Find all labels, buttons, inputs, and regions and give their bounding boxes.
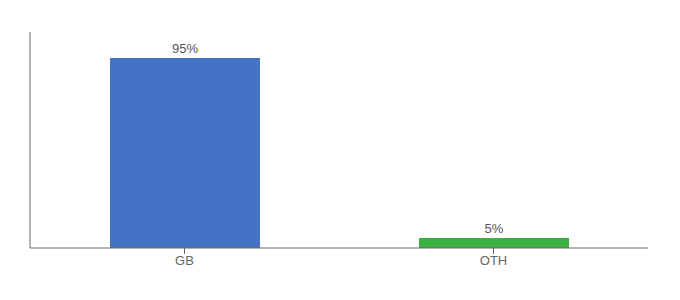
svg-text:OTH: OTH: [480, 253, 507, 268]
svg-text:GB: GB: [175, 253, 194, 268]
svg-text:95%: 95%: [172, 41, 198, 56]
svg-text:5%: 5%: [485, 221, 504, 236]
